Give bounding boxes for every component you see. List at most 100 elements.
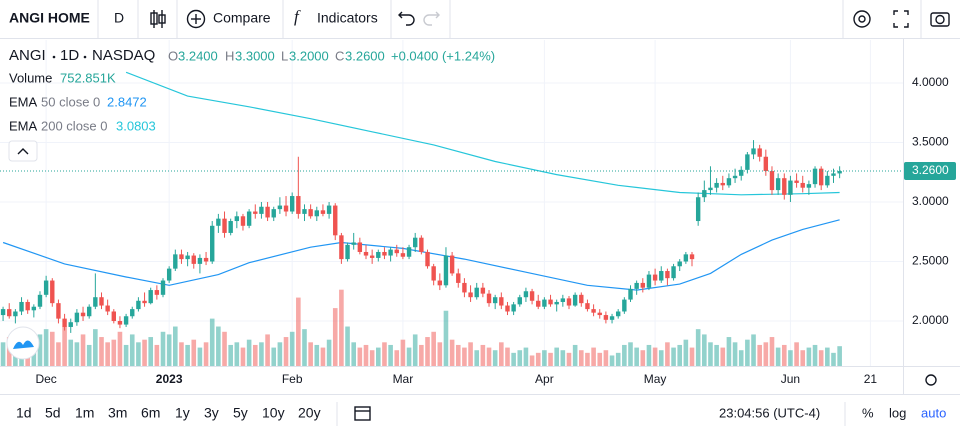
fullscreen-button[interactable] bbox=[893, 10, 909, 28]
legend-o-label: O bbox=[168, 48, 178, 63]
x-tick-label: Feb bbox=[282, 372, 303, 386]
volume-bar bbox=[431, 331, 436, 366]
legend-collapse-button[interactable] bbox=[8, 140, 38, 162]
range-button[interactable]: 10y bbox=[262, 405, 285, 421]
candle-body bbox=[191, 255, 196, 264]
candle-body bbox=[474, 287, 479, 298]
compare-icon[interactable] bbox=[186, 9, 206, 29]
volume-bar bbox=[68, 339, 74, 366]
candle-body bbox=[542, 299, 547, 307]
volume-bar bbox=[197, 347, 203, 366]
indicators-icon[interactable]: f bbox=[294, 7, 301, 26]
volume-bar bbox=[511, 352, 516, 366]
date-range-button[interactable] bbox=[354, 406, 371, 421]
symbol-button[interactable]: ANGI HOME bbox=[9, 10, 90, 26]
candle-body bbox=[117, 321, 123, 325]
candle-body bbox=[210, 225, 215, 262]
range-button[interactable]: 6m bbox=[141, 405, 160, 421]
volume-bar bbox=[246, 339, 252, 366]
snapshot-button[interactable] bbox=[930, 12, 950, 27]
interval-button[interactable]: D bbox=[114, 10, 124, 26]
candle-body bbox=[449, 255, 455, 274]
volume-bar bbox=[80, 334, 86, 366]
candle-body bbox=[50, 280, 55, 304]
candle-body bbox=[179, 254, 184, 260]
volume-bar bbox=[191, 339, 197, 366]
candle-body bbox=[806, 184, 812, 188]
volume-bar bbox=[111, 339, 117, 366]
volume-bar bbox=[296, 297, 301, 366]
volume-bar bbox=[56, 342, 61, 366]
candle-body bbox=[240, 216, 246, 226]
volume-bar bbox=[443, 310, 449, 366]
percent-button[interactable]: % bbox=[862, 405, 874, 420]
indicators-button[interactable]: Indicators bbox=[317, 10, 378, 26]
redo-button[interactable] bbox=[423, 11, 440, 26]
volume-bar bbox=[720, 347, 726, 366]
candle-body bbox=[62, 318, 67, 327]
volume-bar bbox=[542, 350, 547, 366]
volume-bar bbox=[578, 350, 584, 366]
range-button[interactable]: 1y bbox=[175, 405, 190, 421]
volume-bar bbox=[49, 331, 55, 366]
legend-high: 3.3000 bbox=[235, 48, 275, 63]
volume-bar bbox=[252, 344, 258, 366]
candle-body bbox=[480, 287, 486, 294]
undo-button[interactable] bbox=[398, 11, 415, 26]
volume-bar bbox=[745, 339, 750, 366]
range-button[interactable]: 3m bbox=[108, 405, 127, 421]
volume-bar bbox=[0, 342, 6, 366]
compare-button[interactable]: Compare bbox=[213, 10, 271, 26]
candle-body bbox=[136, 300, 141, 310]
candle-body bbox=[13, 311, 18, 317]
volume-bar bbox=[179, 342, 184, 366]
range-button[interactable]: 5y bbox=[233, 405, 248, 421]
candle-body bbox=[369, 255, 375, 258]
candle-body bbox=[302, 209, 307, 214]
volume-bar bbox=[265, 334, 270, 366]
range-button[interactable]: 1m bbox=[75, 405, 94, 421]
range-button[interactable]: 1d bbox=[16, 405, 32, 421]
candle-body bbox=[43, 280, 49, 295]
auto-button[interactable]: auto bbox=[921, 405, 946, 420]
log-button[interactable]: log bbox=[889, 405, 906, 420]
volume-bar bbox=[689, 347, 695, 366]
candle-body bbox=[702, 190, 707, 198]
candle-body bbox=[536, 300, 541, 307]
volume-bar bbox=[277, 342, 283, 366]
last-price-label: 3.2600 bbox=[912, 163, 949, 177]
candle-body bbox=[271, 209, 276, 218]
candle-body bbox=[671, 266, 676, 279]
volume-bar bbox=[615, 352, 621, 366]
candle-body bbox=[86, 306, 92, 317]
volume-bar bbox=[714, 344, 719, 366]
volume-bar bbox=[302, 329, 307, 366]
legend-ema200-value: 3.0803 bbox=[116, 118, 156, 133]
candle-body bbox=[99, 297, 104, 306]
legend-l-label: L bbox=[281, 48, 288, 63]
candle-body bbox=[837, 171, 842, 174]
volume-bar bbox=[548, 352, 553, 366]
candle-body bbox=[572, 294, 578, 306]
candle-body bbox=[615, 311, 621, 317]
legend: ANGI 1D NASDAQ O 3.2400 H 3.3000 L 3.200… bbox=[8, 47, 495, 162]
volume-bar bbox=[751, 334, 756, 366]
volume-bar bbox=[622, 344, 627, 366]
y-tick-label: 2.0000 bbox=[912, 313, 949, 327]
ema-line bbox=[2, 219, 840, 291]
candle-body bbox=[622, 299, 627, 312]
axis-settings-button[interactable] bbox=[925, 374, 937, 386]
range-button[interactable]: 5d bbox=[45, 405, 61, 421]
candle-body bbox=[708, 187, 713, 191]
volume-bar bbox=[800, 350, 806, 366]
legend-c-label: C bbox=[335, 48, 344, 63]
candle-body bbox=[93, 297, 98, 307]
candle-body bbox=[794, 180, 799, 183]
range-button[interactable]: 20y bbox=[298, 405, 321, 421]
chart-type-button[interactable] bbox=[150, 10, 166, 28]
candle-body bbox=[406, 247, 412, 257]
volume-bar bbox=[271, 347, 277, 366]
range-button[interactable]: 3y bbox=[204, 405, 219, 421]
settings-button[interactable] bbox=[853, 10, 871, 28]
candle-body bbox=[499, 297, 504, 306]
